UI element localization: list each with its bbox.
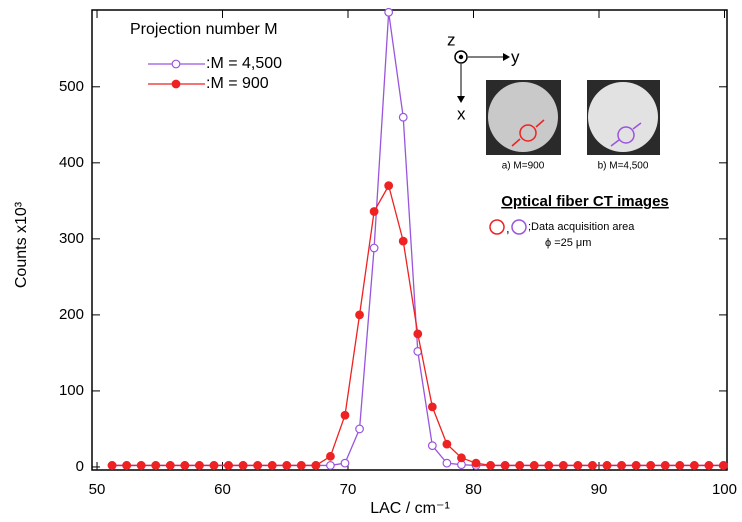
data-point: [414, 330, 422, 338]
area-note: ;Data acquisition area: [528, 221, 635, 233]
ct-image-b: [587, 80, 660, 155]
data-point: [516, 462, 524, 470]
data-point: [429, 442, 437, 450]
x-tick-label: 60: [214, 481, 231, 498]
data-point: [210, 462, 218, 470]
data-point: [327, 453, 335, 461]
data-point: [429, 403, 437, 411]
data-point: [501, 462, 509, 470]
data-point: [385, 8, 393, 16]
legend-marker: [172, 80, 180, 88]
x-tick-label: 80: [465, 481, 482, 498]
data-point: [443, 440, 451, 448]
image-a-caption: a) M=900: [502, 161, 545, 172]
data-point: [676, 462, 684, 470]
legend-label: :M = 4,500: [206, 55, 282, 72]
data-point: [399, 113, 407, 121]
legend-label: :M = 900: [206, 75, 269, 92]
data-point: [327, 462, 335, 470]
data-point: [545, 462, 553, 470]
data-point: [341, 459, 349, 467]
data-point: [181, 462, 189, 470]
area-marker-red: [490, 220, 504, 234]
data-point: [254, 462, 262, 470]
area-marker-purple: [512, 220, 526, 234]
x-tick-label: 100: [712, 481, 737, 498]
legend-marker: [172, 60, 180, 68]
data-point: [487, 462, 495, 470]
y-tick-label: 100: [59, 382, 84, 399]
data-point: [647, 462, 655, 470]
axis-x-label: x: [457, 104, 466, 123]
data-point: [108, 462, 116, 470]
data-point: [530, 462, 538, 470]
ct-image-a: [486, 80, 561, 155]
y-tick-label: 400: [59, 154, 84, 171]
data-point: [167, 462, 175, 470]
comma: ,: [506, 220, 510, 235]
data-point: [283, 462, 291, 470]
data-point: [137, 462, 145, 470]
x-tick-label: 70: [340, 481, 357, 498]
data-point: [472, 459, 480, 467]
legend-title: Projection number M: [130, 21, 278, 38]
data-point: [298, 462, 306, 470]
data-point: [225, 462, 233, 470]
data-point: [560, 462, 568, 470]
data-point: [632, 462, 640, 470]
data-point: [443, 459, 451, 467]
data-point: [341, 411, 349, 419]
data-point: [152, 462, 160, 470]
data-point: [356, 311, 364, 319]
y-tick-label: 0: [76, 458, 84, 475]
data-point: [691, 462, 699, 470]
data-point: [356, 425, 364, 433]
chart: Projection number M LAC / cm⁻¹ Counts x1…: [0, 0, 742, 522]
x-tick-label: 90: [591, 481, 608, 498]
data-point: [312, 462, 320, 470]
data-point: [720, 462, 728, 470]
data-point: [196, 462, 204, 470]
y-tick-label: 300: [59, 230, 84, 247]
data-point: [239, 462, 247, 470]
axis-z-label: z: [447, 30, 456, 49]
data-point: [458, 454, 466, 462]
diameter-note: ϕ =25 μm: [545, 237, 591, 249]
y-axis-label: Counts x10³: [13, 201, 30, 288]
x-axis-label: LAC / cm⁻¹: [370, 500, 450, 517]
data-point: [370, 208, 378, 216]
images-title: Optical fiber CT images: [501, 193, 669, 210]
plot-frame: [92, 10, 727, 470]
y-tick-label: 500: [59, 78, 84, 95]
y-tick-label: 200: [59, 306, 84, 323]
x-tick-label: 50: [89, 481, 106, 498]
data-point: [123, 462, 131, 470]
data-point: [399, 237, 407, 245]
image-b-caption: b) M=4,500: [598, 161, 649, 172]
data-point: [705, 462, 713, 470]
data-point: [661, 462, 669, 470]
data-point: [618, 462, 626, 470]
data-point: [268, 462, 276, 470]
data-point: [574, 462, 582, 470]
data-point: [370, 244, 378, 252]
axis-y-label: y: [511, 47, 520, 66]
data-point: [589, 462, 597, 470]
data-point: [603, 462, 611, 470]
data-point: [385, 182, 393, 190]
